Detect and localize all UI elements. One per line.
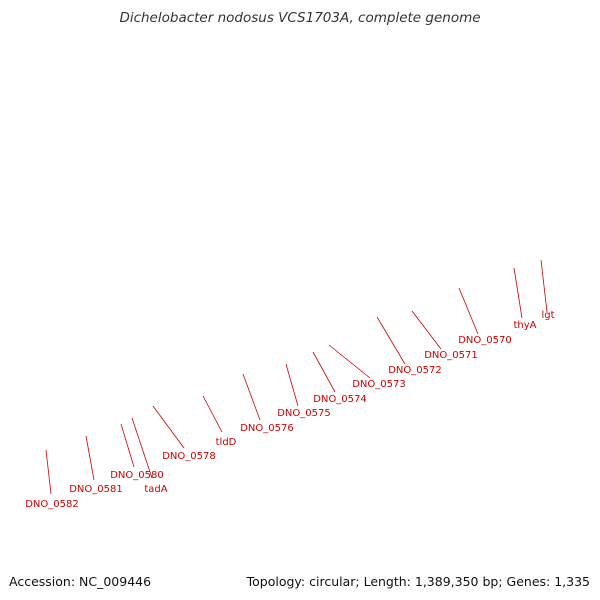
gene-label: DNO_0573 [352, 379, 406, 390]
gene-leader-line [152, 405, 185, 449]
gene-leader-line [376, 316, 406, 365]
gene-label: tldD [216, 437, 237, 448]
gene-label: thyA [513, 320, 536, 331]
gene-leader-line [312, 351, 336, 393]
gene-label: tadA [144, 484, 167, 495]
gene-label: DNO_0574 [313, 394, 367, 405]
gene-label: DNO_0578 [162, 451, 216, 462]
labels: 602 kbp604 kbp606 kbp608 kbp610 kbp612 k… [25, 259, 555, 510]
gene-label: lgt [541, 310, 554, 321]
gene-label: DNO_0581 [69, 484, 123, 495]
gene-leader-line [328, 344, 371, 379]
gene-label: DNO_0571 [424, 350, 478, 361]
gene-label: DNO_0570 [458, 335, 512, 346]
gene-leader-line [411, 310, 442, 350]
gene-label: DNO_0582 [25, 499, 79, 510]
gene-label: DNO_0575 [277, 408, 331, 419]
genome-summary: Topology: circular; Length: 1,389,350 bp… [246, 574, 590, 589]
gene-leader-line [458, 287, 479, 335]
gene-leader-line [285, 363, 299, 407]
gene-leader-line [202, 395, 223, 433]
gene-label: DNO_0572 [388, 365, 442, 376]
gene-leader-line [85, 435, 95, 481]
gene-leader-line [540, 259, 548, 313]
gene-leader-line [513, 267, 523, 319]
gene-label: DNO_0580 [110, 470, 164, 481]
gene-leader-line [45, 449, 52, 495]
accession: Accession: NC_009446 [9, 574, 152, 589]
gene-leader-line [120, 423, 135, 468]
gene-leader-line [242, 373, 261, 421]
map-title: Dichelobacter nodosus VCS1703A, complete… [119, 10, 481, 26]
gene-label: DNO_0576 [240, 423, 294, 434]
gene-leader-line [131, 417, 153, 479]
